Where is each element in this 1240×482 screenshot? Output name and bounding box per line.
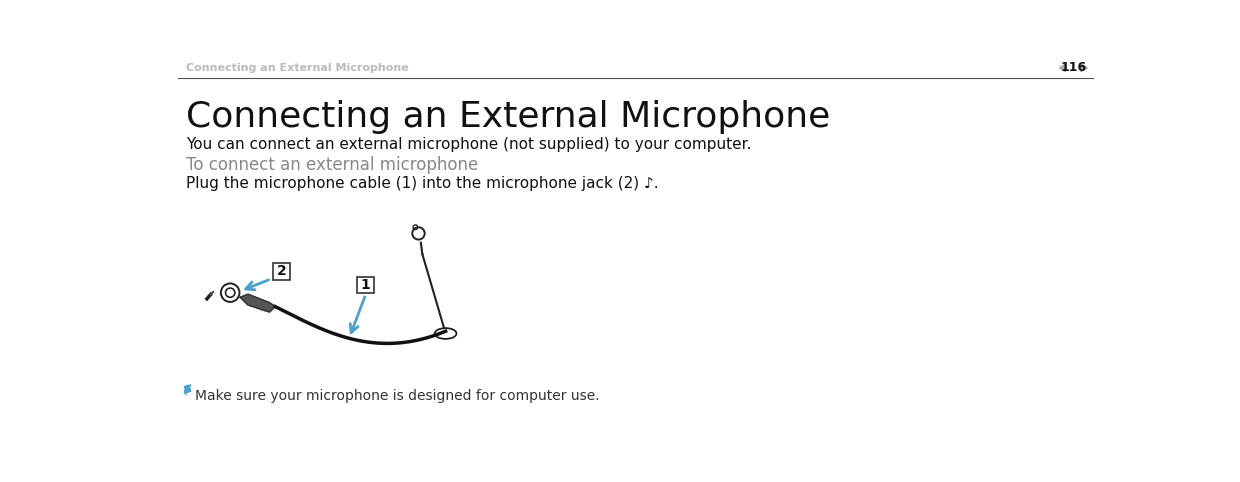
Text: 2: 2 [277, 264, 286, 278]
Polygon shape [1059, 64, 1065, 72]
Text: You can connect an external microphone (not supplied) to your computer.: You can connect an external microphone (… [186, 137, 751, 152]
FancyBboxPatch shape [357, 277, 374, 294]
Text: To connect an external microphone: To connect an external microphone [186, 156, 479, 174]
Text: Connecting an External Microphone: Connecting an External Microphone [186, 63, 409, 73]
Text: 1: 1 [361, 278, 371, 292]
Polygon shape [185, 385, 191, 393]
Text: 116: 116 [1060, 61, 1086, 74]
Text: Plug the microphone cable (1) into the microphone jack (2) ♪.: Plug the microphone cable (1) into the m… [186, 176, 658, 191]
Text: Connecting an External Microphone: Connecting an External Microphone [186, 100, 831, 134]
Text: Make sure your microphone is designed for computer use.: Make sure your microphone is designed fo… [196, 389, 600, 403]
Polygon shape [1081, 64, 1087, 72]
Polygon shape [241, 294, 275, 312]
FancyBboxPatch shape [273, 263, 290, 280]
